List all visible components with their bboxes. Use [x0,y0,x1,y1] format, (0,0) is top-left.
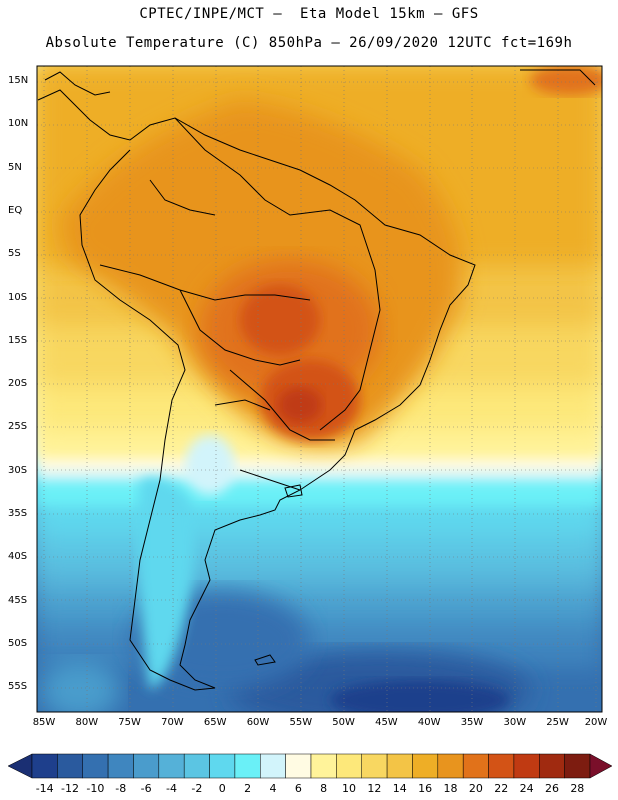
lon-label: 45W [375,717,398,728]
colorbar-swatch [310,753,337,779]
lat-label: 45S [8,594,28,606]
colorbar-swatch [437,753,464,779]
colorbar-label: -2 [191,782,203,795]
colorbar-label: 14 [392,782,407,795]
title-line-1: CPTEC/INPE/MCT – Eta Model 15km – GFS [139,6,479,22]
colorbar-swatch [564,753,591,779]
colorbar-label: -6 [140,782,152,795]
lon-label: 55W [289,717,313,728]
colorbar-swatch [361,753,388,779]
lon-label: 60W [246,717,270,728]
lat-label: 15N [8,75,29,86]
colorbar-label: 6 [294,782,302,795]
lat-label: 50S [8,637,28,649]
colorbar-under-arrow [7,753,33,779]
colorbar-swatch [158,753,185,779]
lon-label: 80W [75,717,99,728]
colorbar-swatch [285,753,312,779]
temperature-field [37,66,602,712]
lat-label: 5N [8,161,22,173]
colorbar-label: 18 [443,782,458,795]
colorbar-label: -10 [86,782,105,795]
colorbar-label: -8 [115,782,127,795]
colorbar-label: 26 [544,782,559,795]
colorbar [7,753,613,779]
colorbar-label: 8 [320,782,328,795]
lat-label: 30S [8,464,28,476]
colorbar-swatch [488,753,515,779]
colorbar-swatch [260,753,286,779]
lon-label: 35W [460,717,484,728]
colorbar-label: 24 [519,782,534,795]
colorbar-swatch [107,753,134,779]
lon-label: 20W [584,717,608,728]
colorbar-over-arrow [589,753,613,779]
lon-label: 30W [503,717,527,728]
colorbar-swatch [183,753,210,779]
lon-label: 40W [417,717,441,728]
lat-label: 25S [8,421,28,433]
colorbar-label: 16 [418,782,433,795]
colorbar-swatch [31,753,58,779]
colorbar-label: 22 [494,782,509,795]
lon-label: 75W [118,717,141,728]
colorbar-swatch [462,753,489,779]
colorbar-label: -12 [61,782,80,795]
map-frame [36,65,603,713]
lat-label: 40S [8,551,28,563]
lon-label: 25W [546,717,569,728]
lat-label: 5S [8,248,21,260]
colorbar-label: -14 [35,782,54,795]
lat-label: 20S [8,378,28,390]
title-line-2: Absolute Temperature (C) 850hPa – 26/09/… [45,35,573,51]
colorbar-label: 2 [244,782,252,795]
lat-label: 15S [8,334,28,346]
colorbar-label: 0 [218,782,226,795]
lon-label: 85W [32,717,56,728]
lat-label: 10S [8,291,28,303]
colorbar-label: 10 [342,782,357,795]
colorbar-label: 4 [269,782,277,795]
colorbar-swatch [336,753,362,779]
lon-label: 50W [332,717,355,728]
colorbar-swatch [386,753,413,779]
lat-label: 10N [8,118,29,130]
colorbar-swatch [513,753,540,779]
coastlines [37,69,596,691]
colorbar-label: 28 [570,782,585,795]
lat-label: 55S [8,681,28,693]
colorbar-swatch [82,753,109,779]
colorbar-swatch [412,753,439,779]
lon-label: 70W [161,717,184,728]
lon-label: 65W [203,717,227,728]
colorbar-swatch [209,753,236,779]
colorbar-swatch [133,753,160,779]
colorbar-label: 20 [468,782,483,795]
lat-label: 35S [8,508,28,519]
colorbar-label: 12 [367,782,382,795]
lat-label: EQ [8,204,23,216]
colorbar-swatch [234,753,261,779]
colorbar-label: -4 [166,782,177,795]
colorbar-swatch [57,753,83,779]
colorbar-swatch [539,753,565,779]
